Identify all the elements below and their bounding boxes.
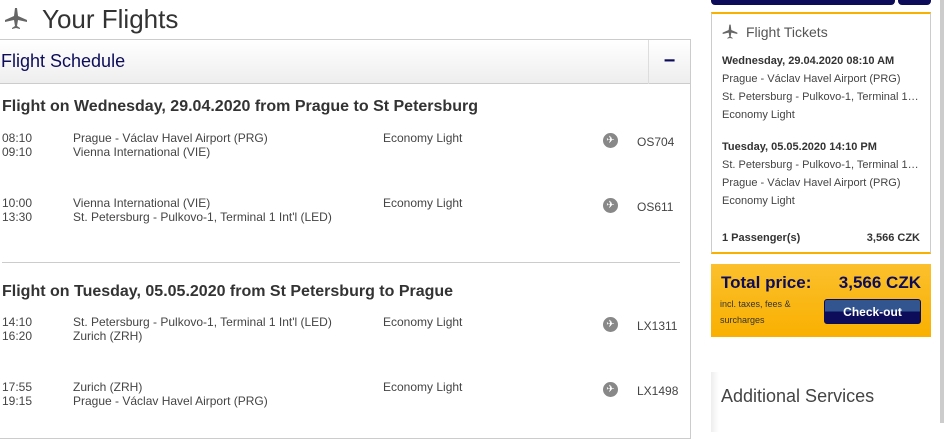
total-note: incl. taxes, fees & surcharges — [720, 299, 791, 325]
dep-time: 14:10 — [2, 315, 33, 329]
fare-class: Economy Light — [383, 315, 463, 329]
top-button-2[interactable] — [898, 0, 931, 5]
outbound-date: Wednesday, 29.04.2020 08:10 AM — [722, 55, 895, 67]
leg-heading: Flight on Wednesday, 29.04.2020 from Pra… — [2, 98, 478, 115]
passenger-count: 1 Passenger(s) — [722, 232, 801, 244]
arr-time: 16:20 — [2, 329, 33, 343]
outbound-class: Economy Light — [722, 109, 795, 121]
leg-heading: Flight on Tuesday, 05.05.2020 from St Pe… — [2, 283, 454, 300]
panel-header[interactable]: Flight Schedule − — [0, 39, 690, 84]
checkout-button[interactable]: Check-out — [824, 299, 921, 324]
airplane-icon: ✈ — [603, 317, 618, 332]
divider — [2, 262, 680, 263]
airplane-icon — [722, 24, 738, 39]
arr-time: 19:15 — [2, 394, 33, 408]
from-airport: St. Petersburg - Pulkovo-1, Terminal 1 I… — [73, 315, 332, 329]
page-header: Your Flights — [4, 2, 178, 36]
page-title: Your Flights — [42, 3, 179, 34]
flight-number: LX1311 — [637, 319, 678, 333]
to-airport: Prague - Václav Havel Airport (PRG) — [73, 394, 268, 408]
fare-class: Economy Light — [383, 380, 463, 394]
fare-class: Economy Light — [383, 196, 463, 210]
arr-time: 13:30 — [2, 210, 33, 224]
dep-time: 08:10 — [2, 131, 33, 145]
dep-time: 17:55 — [2, 380, 33, 394]
inbound-from: St. Petersburg - Pulkovo-1, Terminal 1 I… — [722, 159, 920, 171]
tickets-title: Flight Tickets — [746, 24, 828, 40]
flight-number: LX1498 — [637, 384, 679, 398]
collapse-button[interactable]: − — [648, 39, 690, 84]
total-label: Total price: — [721, 273, 812, 292]
inbound-to: Prague - Václav Havel Airport (PRG) — [722, 177, 901, 189]
to-airport: St. Petersburg - Pulkovo-1, Terminal 1 I… — [73, 210, 332, 224]
to-airport: Vienna International (VIE) — [73, 145, 211, 159]
arr-time: 09:10 — [2, 145, 33, 159]
ticket-price: 3,566 CZK — [866, 232, 920, 244]
outbound-to: St. Petersburg - Pulkovo-1, Terminal 1 I… — [722, 91, 920, 103]
flight-schedule-panel: Flight Schedule − — [0, 39, 691, 439]
total-value: 3,566 CZK — [838, 273, 921, 292]
total-price-box: Total price: 3,566 CZK incl. taxes, fees… — [711, 264, 931, 337]
panel-title: Flight Schedule — [1, 51, 126, 71]
flight-number: OS611 — [637, 200, 674, 214]
from-airport: Prague - Václav Havel Airport (PRG) — [73, 131, 268, 145]
dep-time: 10:00 — [2, 196, 33, 210]
airplane-icon — [5, 8, 27, 29]
from-airport: Vienna International (VIE) — [73, 196, 211, 210]
airplane-icon: ✈ — [603, 198, 618, 213]
flight-tickets-card: Flight Tickets Wednesday, 29.04.2020 08:… — [711, 12, 931, 254]
airplane-icon: ✈ — [603, 133, 618, 148]
fare-class: Economy Light — [383, 131, 463, 145]
from-airport: Zurich (ZRH) — [73, 380, 143, 394]
flight-number: OS704 — [637, 135, 675, 149]
airplane-icon: ✈ — [603, 382, 618, 397]
inbound-class: Economy Light — [722, 195, 795, 207]
inbound-date: Tuesday, 05.05.2020 14:10 PM — [722, 141, 877, 153]
to-airport: Zurich (ZRH) — [73, 329, 143, 343]
additional-services[interactable]: Additional Services — [711, 372, 931, 432]
top-button-1[interactable] — [711, 0, 895, 5]
scrollbar[interactable] — [940, 0, 944, 423]
outbound-from: Prague - Václav Havel Airport (PRG) — [722, 73, 901, 85]
